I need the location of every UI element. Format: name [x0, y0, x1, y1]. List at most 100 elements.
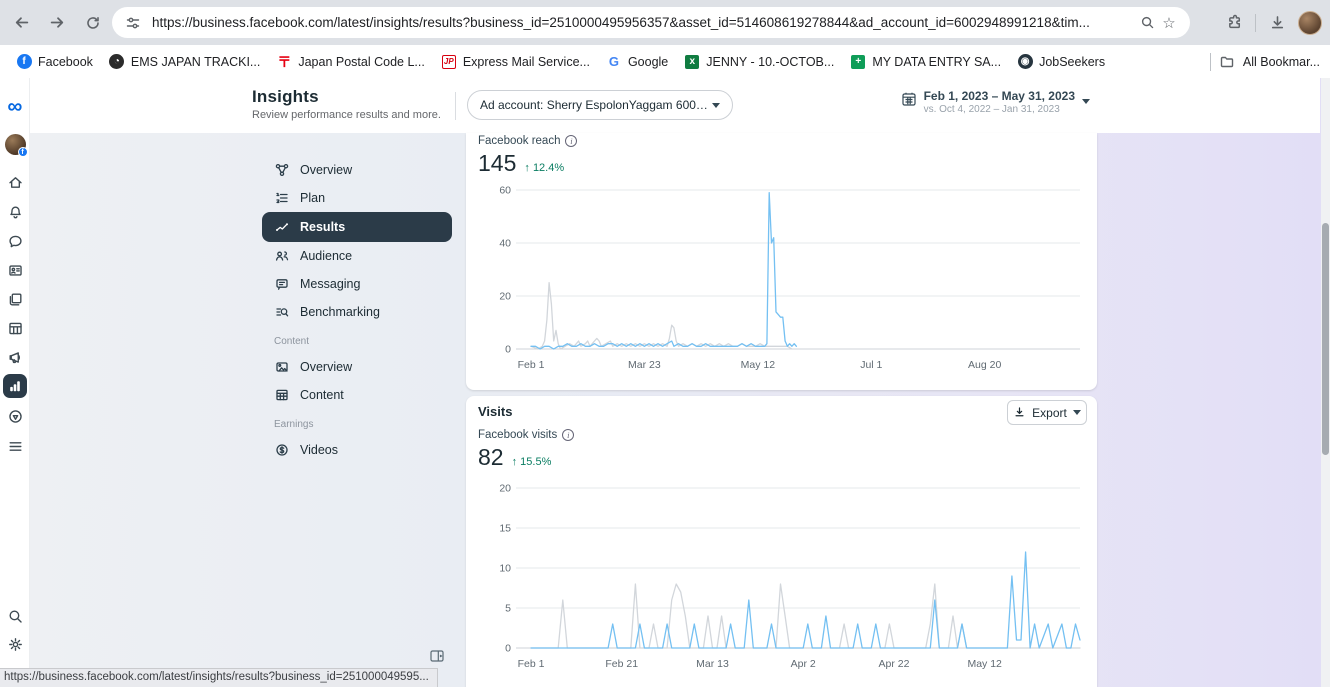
trend-line-icon: [276, 223, 288, 231]
media-overview-icon: [276, 362, 288, 372]
browser-profile-avatar[interactable]: [1298, 10, 1322, 35]
content-pages-icon[interactable]: [0, 286, 30, 312]
downloads-icon[interactable]: [1266, 12, 1288, 34]
nav-section-content: Content: [274, 336, 310, 347]
svg-text:0: 0: [505, 643, 511, 655]
all-tools-menu-icon[interactable]: [0, 433, 30, 459]
extensions-icon[interactable]: [1223, 12, 1245, 34]
table-grid-icon: [276, 389, 288, 401]
ads-manager-icon[interactable]: [0, 403, 30, 429]
trend-up-icon: ↑: [511, 456, 518, 468]
workflow-icon: [275, 163, 289, 177]
bookmark-express-mail[interactable]: JP Express Mail Service...: [433, 51, 598, 73]
nav-item-plan[interactable]: Plan: [262, 184, 452, 212]
info-icon[interactable]: i: [562, 429, 575, 441]
export-button[interactable]: Export: [1007, 400, 1087, 425]
ads-megaphone-icon[interactable]: [0, 344, 30, 370]
page-subtitle: Review performance results and more.: [252, 109, 441, 121]
bookmark-google[interactable]: G Google: [598, 51, 676, 73]
nav-item-audience[interactable]: Audience: [262, 242, 452, 270]
nav-item-content[interactable]: Content: [262, 381, 452, 409]
bookmark-jenny-excel[interactable]: x JENNY - 10.-OCTOB...: [676, 51, 842, 73]
reload-button[interactable]: [78, 8, 108, 38]
chevron-down-icon: [1082, 99, 1090, 104]
home-icon[interactable]: [0, 169, 30, 195]
google-icon: G: [608, 54, 620, 69]
page-title: Insights: [252, 87, 319, 106]
nav-item-content-overview[interactable]: Overview: [262, 353, 452, 381]
jobseekers-icon: ◉: [1017, 54, 1033, 70]
bookmarks-bar: f Facebook ◔ EMS JAPAN TRACKI... 〒 Japan…: [0, 45, 1330, 78]
bookmark-jobseekers[interactable]: ◉ JobSeekers: [1009, 51, 1113, 73]
address-bar[interactable]: https://business.facebook.com/latest/ins…: [112, 7, 1190, 38]
svg-text:Apr 22: Apr 22: [879, 658, 910, 670]
svg-text:5: 5: [505, 603, 511, 615]
bookmark-ems-japan[interactable]: ◔ EMS JAPAN TRACKI...: [101, 51, 268, 73]
svg-text:Jul 1: Jul 1: [860, 359, 882, 371]
business-avatar[interactable]: f: [0, 131, 30, 157]
back-button[interactable]: [6, 8, 36, 38]
svg-text:40: 40: [499, 238, 511, 250]
ad-account-selector[interactable]: Ad account: Sherry EspolonYaggam 6002948…: [467, 90, 733, 120]
reach-value: 145: [478, 150, 517, 176]
browser-toolbar: https://business.facebook.com/latest/ins…: [0, 0, 1330, 45]
planner-grid-icon[interactable]: [0, 315, 30, 341]
insights-nav: Overview Plan Results Audience Messaging…: [262, 156, 452, 464]
notifications-bell-icon[interactable]: [0, 199, 30, 225]
all-bookmarks[interactable]: All Bookmar...: [1209, 52, 1320, 71]
nav-item-benchmarking[interactable]: Benchmarking: [262, 298, 452, 326]
nav-item-results[interactable]: Results: [262, 212, 452, 242]
svg-text:10: 10: [499, 563, 511, 575]
visits-card: Visits Export Facebook visits i 82 ↑ 15.…: [466, 396, 1097, 687]
contacts-card-icon[interactable]: [0, 257, 30, 283]
svg-text:60: 60: [499, 185, 511, 197]
chevron-down-icon: [1072, 410, 1081, 415]
download-icon: [1015, 407, 1024, 417]
svg-text:May 12: May 12: [967, 658, 1002, 670]
people-icon: [275, 251, 289, 261]
forward-button[interactable]: [42, 8, 72, 38]
chevron-down-icon: [712, 102, 720, 108]
visits-metric-label: Facebook visits i: [478, 429, 575, 441]
dollar-circle-icon: [276, 444, 288, 456]
bookmark-japan-postal[interactable]: 〒 Japan Postal Code L...: [277, 53, 425, 70]
bookmark-star-icon[interactable]: ☆: [1162, 14, 1176, 32]
site-settings-icon[interactable]: [122, 12, 144, 34]
inbox-chat-icon[interactable]: [0, 228, 30, 254]
reach-change: ↑ 12.4%: [524, 162, 565, 174]
search-list-icon: [276, 308, 289, 317]
bookmark-facebook[interactable]: f Facebook: [8, 51, 101, 73]
calendar-icon: [901, 92, 916, 106]
search-icon[interactable]: [0, 603, 30, 629]
svg-text:20: 20: [499, 291, 511, 303]
bookmark-data-entry-sheet[interactable]: + MY DATA ENTRY SA...: [842, 51, 1009, 73]
svg-text:0: 0: [505, 344, 511, 356]
meta-logo[interactable]: ∞: [7, 94, 23, 118]
url-text[interactable]: https://business.facebook.com/latest/ins…: [152, 15, 1090, 30]
scrollbar-track[interactable]: [1321, 78, 1330, 687]
nav-item-overview[interactable]: Overview: [262, 156, 452, 184]
ems-globe-icon: ◔: [109, 54, 125, 70]
numbered-list-icon: [276, 192, 288, 204]
facebook-icon: f: [16, 54, 32, 70]
svg-text:Feb 21: Feb 21: [605, 658, 638, 670]
sheets-icon: +: [850, 54, 866, 70]
nav-item-videos[interactable]: Videos: [262, 436, 452, 464]
collapse-sidebar-icon[interactable]: [427, 646, 446, 665]
svg-text:Apr 2: Apr 2: [791, 658, 816, 670]
visits-section-title: Visits: [478, 404, 513, 419]
scrollbar-thumb[interactable]: [1322, 223, 1329, 455]
folder-icon: [1220, 56, 1234, 67]
japan-post-icon: 〒: [277, 53, 292, 70]
svg-text:Mar 23: Mar 23: [628, 359, 661, 371]
nav-item-messaging[interactable]: Messaging: [262, 270, 452, 298]
insights-chart-icon-selected[interactable]: [3, 374, 27, 398]
zoom-icon[interactable]: [1136, 12, 1158, 34]
insights-header: Insights Review performance results and …: [30, 78, 1320, 133]
date-range-selector[interactable]: Feb 1, 2023 – May 31, 2023 vs. Oct 4, 20…: [901, 89, 1090, 115]
svg-text:Feb 1: Feb 1: [518, 359, 545, 371]
info-icon[interactable]: i: [565, 135, 578, 147]
visits-chart: 0 5 10 15 20 Feb 1 Feb 21 Mar 13 Apr 2 Apr 22 May …: [486, 480, 1086, 676]
settings-gear-icon[interactable]: [0, 631, 30, 657]
